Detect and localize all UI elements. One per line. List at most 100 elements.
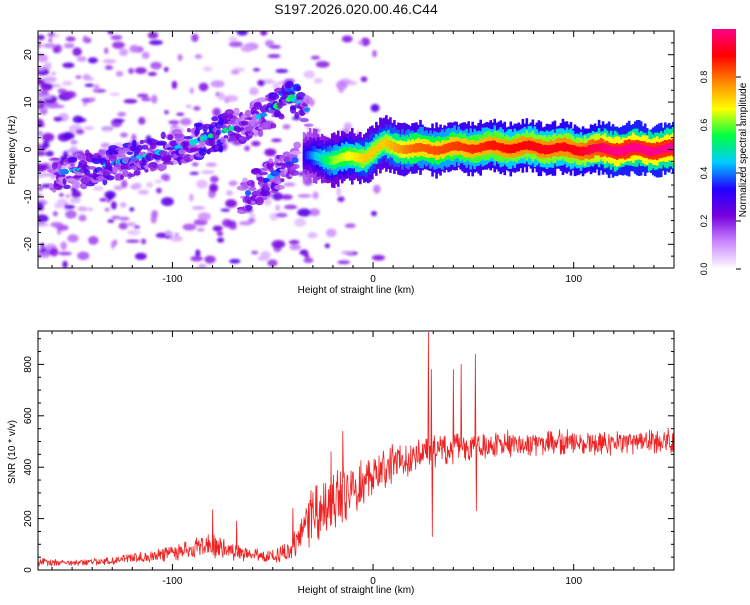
snr-x-tick-label: 0: [370, 576, 376, 587]
spectrogram-trace-cell: [647, 146, 651, 156]
spectrogram-noise-blob: [249, 213, 256, 218]
spectrogram-trace-cell: [509, 144, 513, 154]
spectrogram-trace-cell: [659, 146, 663, 154]
spectrogram-noise-blob: [52, 211, 58, 217]
snr-axes: -100 0 100 0 200 400 600 800: [23, 331, 675, 587]
spectrogram-noise-blob: [72, 47, 82, 57]
spectrogram-noise-blob: [59, 193, 64, 197]
spectrogram-branches: [47, 80, 314, 215]
spectrogram-noise-blob: [38, 54, 49, 63]
spectrogram-trace-cell: [302, 151, 306, 161]
spectrogram-trace-cell: [322, 155, 326, 164]
spectrogram-trace-cell: [421, 143, 424, 152]
spectrogram-x-label: Height of straight line (km): [298, 285, 415, 296]
spectrogram-noise-blob: [132, 182, 142, 189]
spectrogram-branch-blob: [269, 166, 274, 173]
spectrogram-noise-blob: [129, 44, 139, 53]
spectrogram-noise-blob: [38, 163, 47, 173]
spectrogram-noise-blob: [200, 170, 215, 175]
spectrogram-trace-cell: [427, 144, 430, 154]
spectrogram-branch-blob: [270, 123, 277, 129]
spectrogram-trace-cell: [597, 143, 601, 152]
spectrogram-noise-blob: [38, 222, 46, 226]
spectrogram-noise-blob: [77, 251, 90, 261]
spectrogram-trace-cell: [328, 155, 332, 166]
spectrogram-trace-cell: [669, 142, 673, 153]
spectrogram-trace-cell: [423, 144, 426, 152]
spectrogram-branch-blob: [99, 149, 106, 156]
spectrogram-noise-blob: [53, 34, 60, 38]
spectrogram-trace-cell: [649, 146, 653, 156]
spectrogram-branch-blob: [57, 162, 62, 171]
spectrogram-branch-blob: [216, 129, 222, 136]
spectrogram-noise-blob: [312, 191, 319, 200]
spectrogram-noise-blob: [204, 255, 216, 264]
spectrogram-noise-blob: [252, 68, 261, 72]
spectrogram-trace-cell: [553, 144, 557, 152]
spectrogram-noise-blob: [216, 231, 224, 237]
snr-plot-area: [38, 331, 674, 570]
snr-frame: [37, 330, 675, 571]
colorbar-gradient: [712, 29, 736, 269]
spectrogram-noise-blob: [118, 222, 128, 230]
spectrogram-trace-cell: [619, 147, 623, 155]
spectrogram-noise-blob: [280, 194, 293, 200]
spectrogram-trace-cell: [381, 140, 384, 149]
spectrogram-trace-cell: [352, 152, 356, 161]
spectrogram-noise-blob: [275, 212, 288, 218]
spectrogram-trace-cell: [318, 153, 322, 162]
spectrogram-branch-blob: [301, 102, 308, 107]
spectrogram-noise-blob: [40, 242, 45, 248]
spectrogram-branch-blob: [129, 145, 138, 152]
spectrogram-noise-blob: [100, 142, 111, 148]
spectrogram-trace-cell: [605, 144, 609, 154]
spectrogram-noise-blob: [84, 83, 95, 87]
spectrogram-noise-blob: [196, 179, 208, 189]
spectrogram-branch-blob: [144, 168, 149, 173]
spectrogram-noise-blob: [164, 110, 169, 115]
spectrogram-branch-blob: [122, 169, 129, 178]
spectrogram-trace-cell: [375, 145, 378, 153]
spectrogram-noise-blob: [64, 204, 76, 210]
spectrogram-noise-blob: [41, 132, 55, 142]
spectrogram-branch-blob: [250, 119, 256, 126]
spectrogram-noise-blob: [197, 263, 207, 268]
spectrogram-noise-blob: [71, 190, 82, 199]
spectrogram-trace-cell: [667, 143, 671, 153]
spectrogram-trace-cell: [391, 142, 394, 150]
spectrogram-noise-blob: [38, 66, 45, 72]
spectrogram-noise-blob: [179, 118, 192, 126]
spectrogram-branch-blob: [211, 116, 219, 122]
spectrogram-trace-cell: [515, 143, 519, 152]
spectrogram-trace-cell: [324, 155, 328, 165]
spectrogram-trace-cell: [665, 143, 669, 153]
spectrogram-noise-blob: [370, 210, 378, 217]
spectrogram-branch-blob: [256, 196, 265, 203]
spectrogram-noise-blob: [371, 254, 386, 261]
spectrogram-trace-cell: [359, 153, 362, 163]
spectrogram-noise-blob: [344, 223, 356, 229]
spectrogram-branch-blob: [299, 117, 309, 123]
spectrogram-trace-cell: [433, 145, 436, 156]
spectrogram-noise-blob: [109, 92, 120, 96]
snr-chart: -100 0 100 0 200 400 600 800 Height of straight…: [7, 330, 675, 596]
spectrogram-noise-blob: [251, 250, 259, 255]
spectrogram-noise-blob: [230, 69, 240, 75]
spectrogram-noise-blob: [131, 133, 137, 142]
spectrogram-trace-cell: [411, 144, 414, 153]
spectrogram-trace-cell: [419, 142, 422, 152]
spectrogram-noise-blob: [111, 41, 125, 49]
spectrogram-trace-cell: [379, 141, 382, 150]
spectrogram-trace-cell: [581, 146, 585, 157]
spectrogram-noise-blob: [228, 35, 238, 42]
spectrogram-branch-blob: [160, 131, 166, 140]
spectrogram-noise-blob: [182, 223, 197, 231]
spectrogram-branch-blob: [224, 109, 235, 117]
colorbar-label: Normalized spectral amplitude: [738, 82, 749, 217]
spectrogram-noise-blob: [42, 43, 57, 49]
spectrogram-noise-blob: [129, 207, 135, 212]
snr-y-tick-label: 200: [23, 510, 34, 527]
spectrogram-trace-cell: [304, 151, 308, 160]
